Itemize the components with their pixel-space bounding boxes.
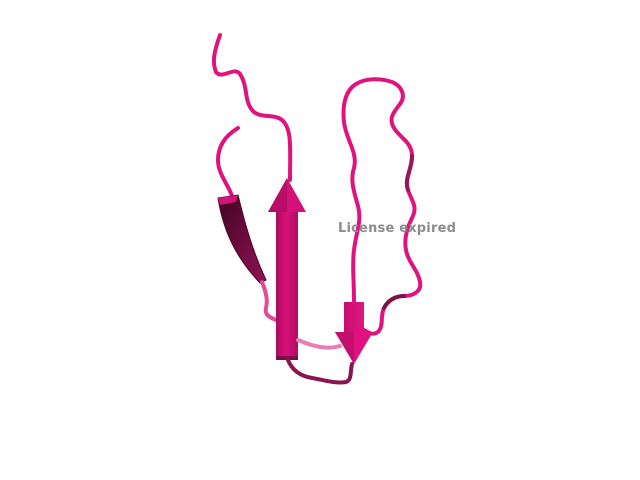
coil-left-loop: [215, 126, 240, 198]
license-watermark: License expired: [338, 221, 457, 236]
beta-strand-down-arrow: [335, 302, 373, 364]
coil-right-loop: [341, 77, 423, 336]
coil-bottom-light: [296, 338, 342, 350]
beta-strand-up-arrow: [268, 178, 306, 360]
coil-n-terminus: [211, 33, 293, 182]
coil-left-lower: [260, 280, 278, 322]
beta-strand-left: [217, 194, 267, 284]
coil-bottom-loop: [286, 358, 354, 385]
